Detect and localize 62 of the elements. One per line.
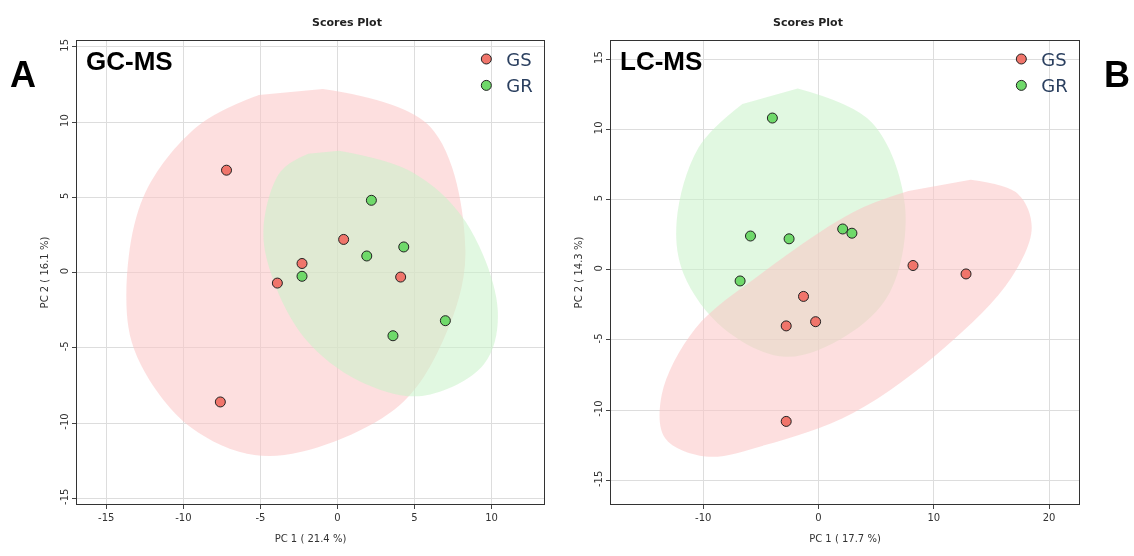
point [780, 415, 792, 427]
y-tick-label: 10 [593, 121, 604, 135]
y-axis-title: PC 2 ( 14.3 %) [573, 236, 584, 309]
y-tick-label: 5 [593, 194, 604, 202]
point [296, 270, 308, 282]
y-tick-label: -5 [593, 333, 604, 344]
y-tick-label: -10 [59, 413, 70, 430]
point [734, 275, 746, 287]
chart-title: Scores Plot [773, 16, 843, 29]
legend-label: GS [506, 49, 532, 71]
y-tick-label: -10 [593, 400, 604, 417]
point [271, 277, 283, 289]
point [439, 315, 451, 327]
text: A [10, 54, 36, 95]
point [810, 316, 822, 328]
y-tick-label: 0 [593, 265, 604, 272]
legend-label: GS [1041, 49, 1067, 71]
point [296, 258, 308, 269]
x-tick-label: -10 [175, 512, 192, 524]
x-tick-label: 10 [927, 512, 941, 524]
point [338, 233, 350, 245]
point [398, 241, 410, 253]
x-axis-title: PC 1 ( 21.4 %) [274, 532, 347, 544]
y-tick-label: 5 [59, 192, 70, 199]
y-axis-title: PC 2 ( 16.1 %) [39, 236, 50, 309]
annotation: LC-MS [620, 46, 703, 76]
x-tick-label: 0 [815, 512, 822, 524]
y-tick-label: -15 [59, 488, 70, 505]
point [798, 290, 809, 302]
point [387, 330, 399, 342]
legend-label: GR [506, 75, 533, 97]
point [214, 396, 226, 408]
x-tick-label: 20 [1042, 512, 1056, 524]
text: B [1104, 54, 1130, 95]
point [395, 271, 407, 283]
point [907, 260, 919, 272]
x-tick-label: -15 [98, 512, 115, 524]
y-tick-label: 0 [59, 267, 70, 275]
point [960, 268, 972, 280]
y-tick-label: -15 [593, 470, 604, 488]
x-tick-label: 5 [411, 512, 418, 524]
y-tick-label: 15 [59, 38, 70, 52]
chart-title: Scores Plot [312, 16, 382, 29]
point [361, 250, 373, 262]
point [365, 194, 377, 206]
point [780, 320, 792, 332]
x-tick-label: -10 [695, 512, 712, 524]
x-tick-label: -5 [255, 512, 266, 524]
x-tick-label: 0 [334, 512, 341, 524]
point [221, 164, 232, 176]
legend-label: GR [1041, 75, 1068, 97]
point [744, 230, 756, 242]
y-tick-label: 15 [593, 51, 604, 64]
x-tick-label: 10 [485, 512, 498, 524]
point [783, 233, 795, 245]
x-axis-title: PC 1 ( 17.7 %) [809, 532, 881, 544]
annotation: GC-MS [86, 46, 173, 76]
y-tick-label: -5 [59, 341, 70, 352]
y-tick-label: 10 [59, 114, 70, 127]
point [846, 227, 858, 239]
point [766, 112, 778, 124]
point [837, 223, 849, 235]
